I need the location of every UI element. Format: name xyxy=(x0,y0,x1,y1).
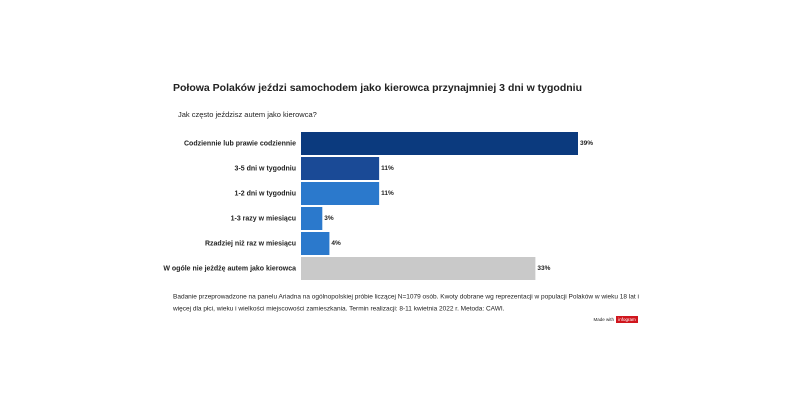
logo: infogram xyxy=(618,317,636,322)
chart-subtitle: Jak często jeździsz autem jako kierowca? xyxy=(178,110,317,119)
chart-title: Połowa Polaków jeździ samochodem jako ki… xyxy=(173,82,582,94)
value-label: 11% xyxy=(381,165,394,172)
category-label: 3-5 dni w tygodniu xyxy=(235,165,296,172)
made-with: Made with xyxy=(593,317,614,322)
footnote: więcej dla płci, wieku i wielkości miejs… xyxy=(172,306,505,313)
value-label: 11% xyxy=(381,190,394,197)
bar xyxy=(301,157,380,180)
value-label: 3% xyxy=(324,215,334,222)
category-label: W ogóle nie jeżdżę autem jako kierowca xyxy=(163,265,296,272)
category-label: 1-2 dni w tygodniu xyxy=(235,190,296,197)
footnote: Badanie przeprowadzone na panelu Ariadna… xyxy=(173,294,639,301)
logo-box xyxy=(616,316,638,323)
bar xyxy=(301,232,330,255)
value-label: 39% xyxy=(580,140,593,147)
bar xyxy=(301,207,323,230)
category-label: Rzadziej niż raz w miesiącu xyxy=(205,240,296,247)
bar xyxy=(301,182,380,205)
bar xyxy=(301,257,536,280)
value-label: 4% xyxy=(331,240,341,247)
bar xyxy=(301,132,578,155)
value-label: 33% xyxy=(537,265,550,272)
category-label: Codziennie lub prawie codziennie xyxy=(184,140,296,147)
category-label: 1-3 razy w miesiącu xyxy=(231,215,296,222)
